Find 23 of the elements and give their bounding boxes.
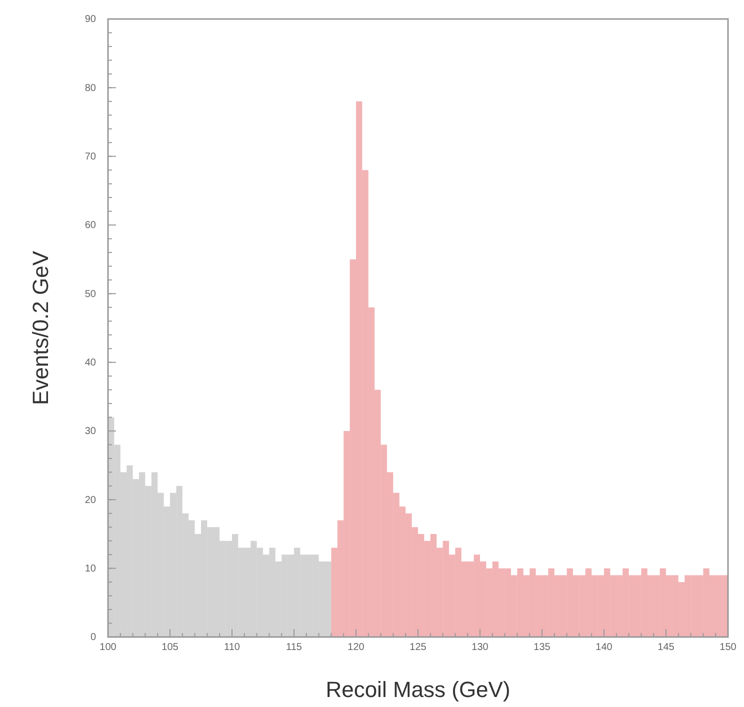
y-axis-title: Events/0.2 GeV [28, 250, 53, 406]
y-tick-label: 50 [84, 288, 96, 300]
y-tick-label: 20 [84, 494, 96, 506]
y-tick-label: 10 [84, 564, 96, 575]
y-tick-label: 70 [84, 152, 96, 163]
x-tick-label: 110 [224, 642, 240, 654]
x-tick-label: 140 [596, 642, 613, 654]
x-tick-label: 150 [720, 642, 737, 654]
y-tick-label: 60 [84, 220, 96, 232]
x-tick-label: 130 [472, 642, 489, 654]
x-tick-label: 120 [348, 642, 365, 654]
y-tick-label: 30 [84, 426, 96, 438]
y-tick-label: 40 [84, 358, 96, 369]
y-tick-label: 80 [84, 82, 96, 94]
x-tick-label: 135 [534, 642, 551, 654]
y-tick-label: 90 [84, 14, 96, 26]
x-tick-label: 145 [658, 642, 675, 654]
x-tick-label: 105 [162, 642, 179, 654]
x-tick-label: 100 [100, 642, 117, 654]
x-tick-label: 115 [286, 642, 302, 654]
x-axis-title: Recoil Mass (GeV) [326, 677, 510, 702]
x-tick-label: 125 [410, 642, 427, 654]
y-tick-label: 0 [90, 632, 96, 644]
